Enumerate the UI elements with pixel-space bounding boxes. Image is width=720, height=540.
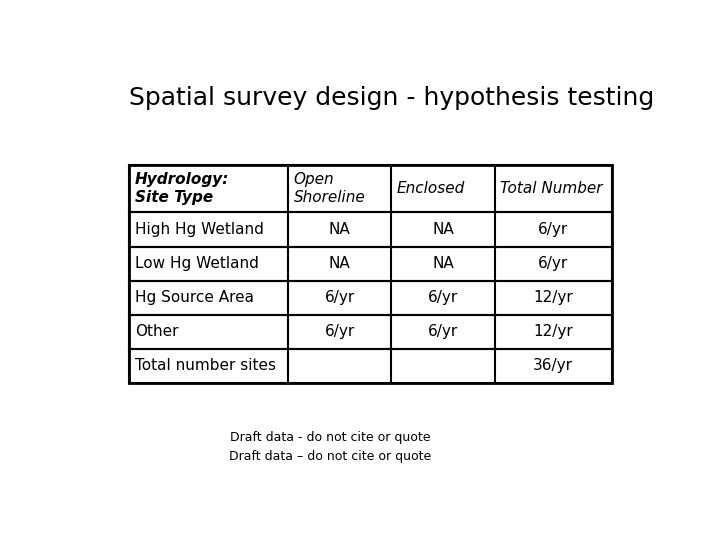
Text: 36/yr: 36/yr bbox=[533, 359, 573, 373]
Bar bbox=[129, 165, 612, 383]
Bar bbox=[129, 349, 612, 383]
Text: Total number sites: Total number sites bbox=[135, 359, 276, 373]
Text: 6/yr: 6/yr bbox=[538, 222, 568, 237]
Text: Enclosed: Enclosed bbox=[397, 181, 465, 196]
Text: 6/yr: 6/yr bbox=[325, 290, 355, 305]
Text: Low Hg Wetland: Low Hg Wetland bbox=[135, 256, 258, 271]
Bar bbox=[129, 281, 612, 315]
Text: Open
Shoreline: Open Shoreline bbox=[294, 172, 366, 205]
Bar bbox=[129, 212, 612, 246]
Text: NA: NA bbox=[329, 256, 351, 271]
Text: 12/yr: 12/yr bbox=[534, 290, 573, 305]
Text: Spatial survey design - hypothesis testing: Spatial survey design - hypothesis testi… bbox=[129, 85, 654, 110]
Text: NA: NA bbox=[329, 222, 351, 237]
Bar bbox=[129, 246, 612, 281]
Text: Hg Source Area: Hg Source Area bbox=[135, 290, 253, 305]
Text: Hydrology:
Site Type: Hydrology: Site Type bbox=[135, 172, 229, 205]
Text: High Hg Wetland: High Hg Wetland bbox=[135, 222, 264, 237]
Text: 12/yr: 12/yr bbox=[534, 324, 573, 339]
Text: 6/yr: 6/yr bbox=[325, 324, 355, 339]
Text: Other: Other bbox=[135, 324, 178, 339]
Text: 6/yr: 6/yr bbox=[538, 256, 568, 271]
Text: NA: NA bbox=[432, 256, 454, 271]
Text: NA: NA bbox=[432, 222, 454, 237]
Text: 6/yr: 6/yr bbox=[428, 324, 458, 339]
Text: Total Number: Total Number bbox=[500, 181, 603, 196]
Bar bbox=[129, 315, 612, 349]
Text: 6/yr: 6/yr bbox=[428, 290, 458, 305]
Bar bbox=[129, 165, 612, 212]
Text: Draft data - do not cite or quote
Draft data – do not cite or quote: Draft data - do not cite or quote Draft … bbox=[229, 431, 431, 463]
